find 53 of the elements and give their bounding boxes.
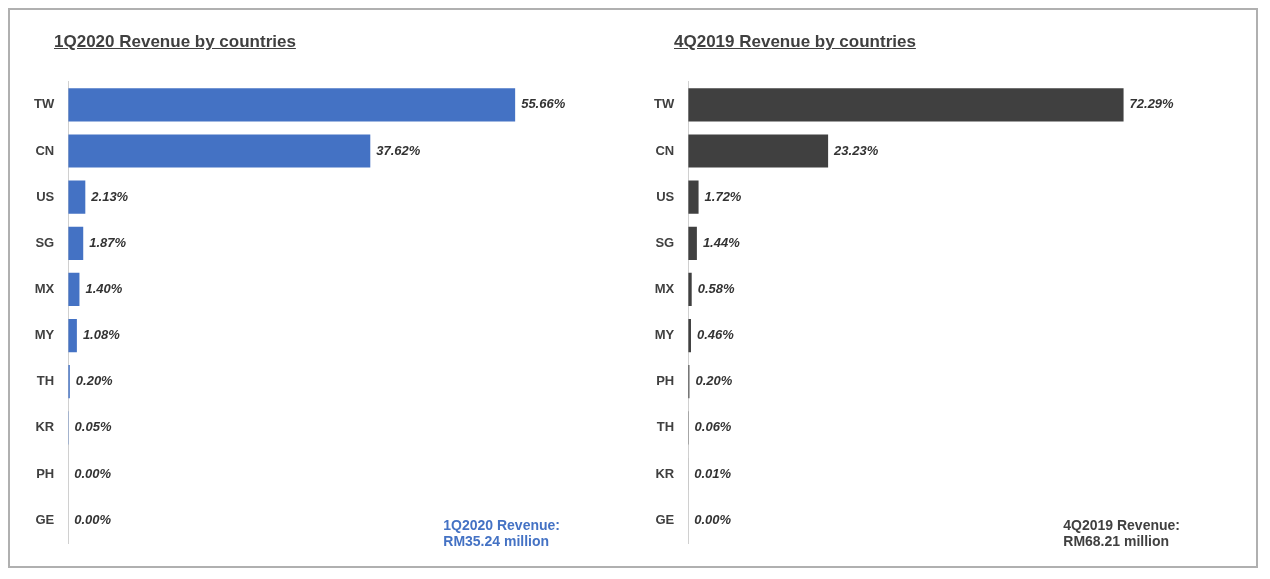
y-tick-label: MX bbox=[34, 281, 55, 297]
y-tick-label: KR bbox=[35, 419, 55, 435]
bar bbox=[68, 226, 84, 260]
y-tick-label: TH bbox=[656, 419, 675, 435]
chart-title: 1Q2020 Revenue by countries bbox=[54, 32, 297, 52]
y-tick-label: GE bbox=[35, 511, 55, 527]
data-label: 72.29% bbox=[1129, 96, 1175, 112]
data-label: 0.58% bbox=[697, 281, 736, 297]
bar bbox=[688, 180, 699, 214]
annotation: 4Q2019 Revenue: RM68.21 million bbox=[1063, 517, 1180, 549]
data-label: 55.66% bbox=[521, 96, 566, 112]
data-label: 1.87% bbox=[89, 234, 127, 250]
y-tick-label: SG bbox=[35, 234, 55, 250]
chart-title: 4Q2019 Revenue by countries bbox=[674, 32, 917, 52]
y-tick-label: TW bbox=[653, 96, 675, 112]
bar bbox=[688, 226, 697, 260]
y-tick-label: MX bbox=[654, 281, 675, 297]
annotation: 1Q2020 Revenue: RM35.24 million bbox=[443, 517, 560, 549]
y-tick-label: US bbox=[656, 188, 675, 204]
data-label: 2.13% bbox=[90, 188, 129, 204]
bar bbox=[688, 88, 1124, 122]
bar bbox=[688, 134, 829, 168]
bar bbox=[68, 318, 77, 353]
data-label: 0.00% bbox=[74, 511, 112, 527]
data-label: 0.46% bbox=[696, 327, 735, 343]
data-label: 1.40% bbox=[85, 281, 123, 297]
data-label: 0.06% bbox=[694, 419, 732, 435]
y-tick-label: US bbox=[36, 188, 55, 204]
data-label: 0.00% bbox=[694, 511, 732, 527]
y-tick-label: KR bbox=[655, 465, 675, 481]
data-label: 23.23% bbox=[833, 142, 879, 158]
data-label: 0.01% bbox=[694, 465, 732, 481]
y-tick-label: MY bbox=[654, 327, 675, 343]
y-tick-label: GE bbox=[655, 511, 675, 527]
y-tick-label: CN bbox=[35, 142, 55, 158]
data-label: 1.44% bbox=[702, 234, 741, 250]
y-tick-label: SG bbox=[655, 234, 675, 250]
y-tick-label: CN bbox=[655, 142, 675, 158]
data-label: 37.62% bbox=[376, 142, 421, 158]
data-label: 0.20% bbox=[75, 373, 114, 389]
y-tick-label: PH bbox=[36, 465, 55, 481]
bar bbox=[68, 88, 516, 122]
bar bbox=[68, 134, 371, 168]
y-tick-label: TH bbox=[36, 373, 55, 389]
data-label: 1.72% bbox=[704, 188, 742, 204]
y-tick-label: PH bbox=[656, 373, 675, 389]
bar bbox=[68, 180, 86, 214]
y-tick-label: TW bbox=[33, 96, 55, 112]
data-label: 1.08% bbox=[82, 327, 121, 343]
data-label: 0.05% bbox=[74, 419, 112, 435]
data-label: 0.20% bbox=[695, 373, 733, 389]
data-label: 0.00% bbox=[74, 465, 112, 481]
y-tick-label: MY bbox=[34, 327, 55, 343]
